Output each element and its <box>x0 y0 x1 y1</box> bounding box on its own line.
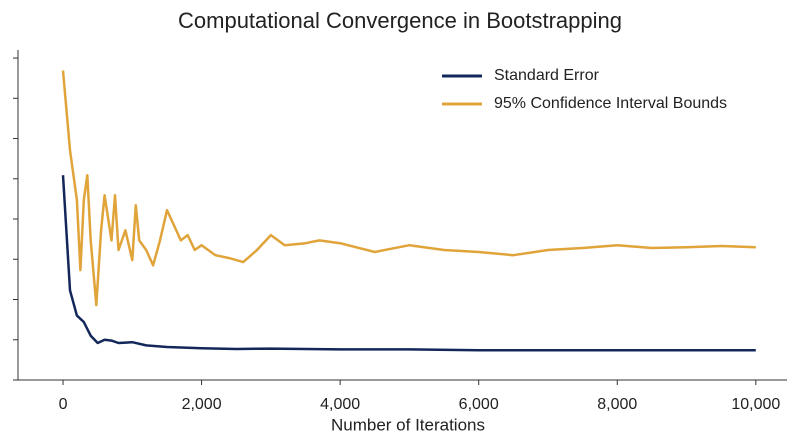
legend-label: Standard Error <box>494 67 600 84</box>
series-line <box>61 70 756 307</box>
x-tick-label: 10,000 <box>731 396 780 413</box>
legend-label: 95% Confidence Interval Bounds <box>494 95 727 112</box>
x-tick-label: 0 <box>59 396 68 413</box>
x-tick-label: 4,000 <box>320 396 360 413</box>
chart-title: Computational Convergence in Bootstrappi… <box>178 8 622 33</box>
series-line <box>61 175 756 352</box>
x-tick-label: 2,000 <box>182 396 222 413</box>
x-axis-label: Number of Iterations <box>331 415 485 434</box>
x-tick-label: 8,000 <box>597 396 637 413</box>
x-tick-label: 6,000 <box>459 396 499 413</box>
